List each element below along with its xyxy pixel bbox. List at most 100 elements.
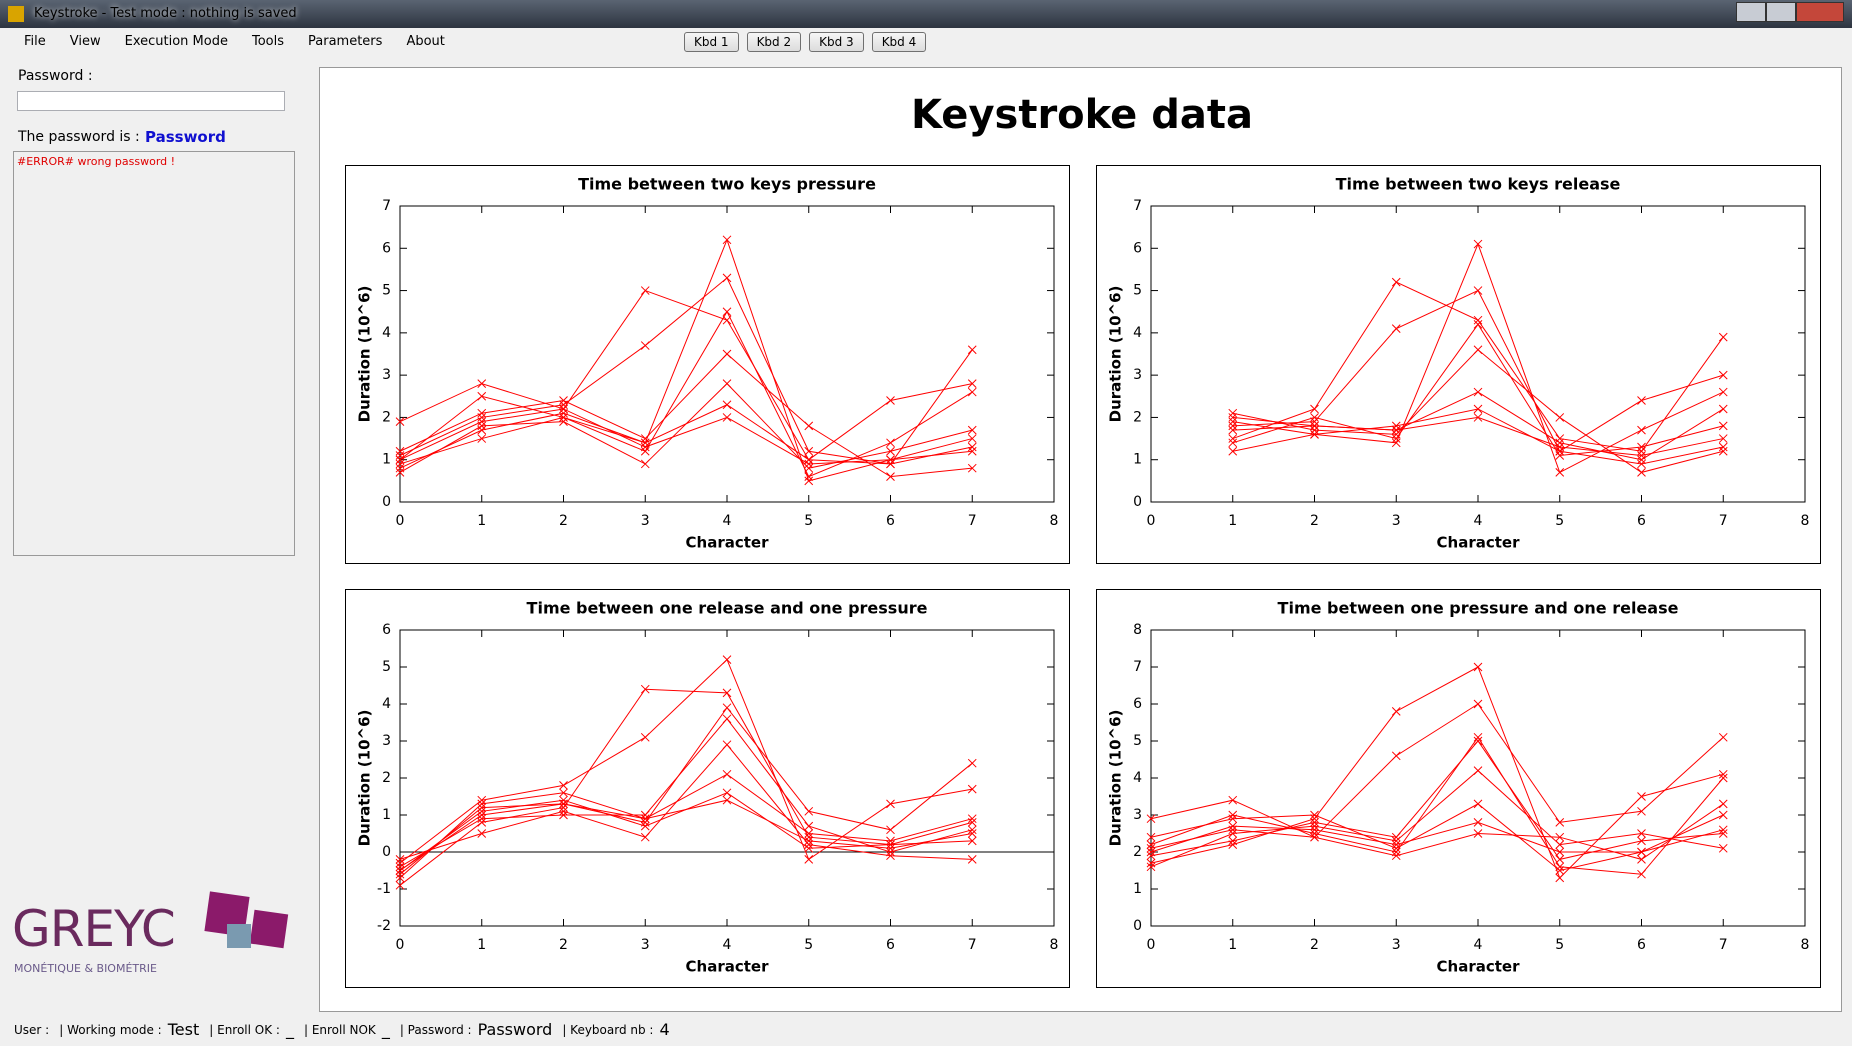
status-label: User : [14, 1022, 50, 1037]
point-marker [1718, 769, 1728, 779]
point-marker [1228, 814, 1238, 824]
x-tick-label: 4 [723, 937, 732, 953]
point-marker [559, 408, 568, 418]
point-marker [722, 740, 732, 750]
point-marker [1718, 332, 1728, 342]
point-marker [967, 463, 977, 473]
point-marker [1718, 404, 1728, 414]
point-marker [1637, 792, 1646, 801]
series-line [1150, 821, 1724, 853]
x-tick-label: 2 [559, 513, 568, 529]
minimize-button[interactable] [1736, 2, 1766, 22]
x-tick-label: 8 [1801, 937, 1810, 953]
point-marker [967, 379, 977, 388]
x-axis-label: Character [1437, 534, 1521, 552]
status-label: | Password : [399, 1022, 472, 1037]
menu-item[interactable]: View [69, 34, 101, 49]
keyboard-button[interactable]: Kbd 3 [809, 32, 864, 52]
series-line [399, 395, 973, 465]
password-value: Password [145, 128, 226, 146]
chart-frame [1096, 589, 1821, 988]
point-marker [559, 396, 568, 405]
keyboard-button[interactable]: Kbd 1 [684, 32, 739, 52]
point-marker [1310, 829, 1319, 838]
point-marker [886, 472, 895, 481]
x-axis-label: Character [686, 534, 770, 552]
point-marker [1228, 438, 1238, 448]
point-marker [1228, 446, 1238, 456]
point-marker [477, 434, 487, 443]
point-marker [1718, 799, 1728, 809]
point-marker [1718, 732, 1728, 742]
point-marker [886, 459, 895, 469]
status-value: 4 [659, 1020, 670, 1039]
point-marker [1718, 773, 1728, 783]
point-marker [559, 417, 568, 427]
point-marker [1718, 825, 1728, 835]
point-marker [395, 417, 405, 427]
x-tick-label: 8 [1801, 513, 1810, 529]
point-marker [477, 421, 487, 431]
point-marker [804, 832, 814, 842]
point-marker [722, 400, 732, 410]
keyboard-button[interactable]: Kbd 4 [871, 32, 927, 52]
point-marker [886, 438, 895, 448]
point-marker [1637, 847, 1646, 857]
point-marker [1146, 843, 1156, 853]
chart-panel: Keystroke data Time between two keys pre… [319, 67, 1842, 1012]
password-is-label: The password is : [18, 129, 140, 145]
password-input[interactable] [17, 91, 285, 111]
menu-item[interactable]: About [406, 34, 445, 49]
point-marker [1718, 442, 1728, 452]
menu-item[interactable]: Tools [251, 34, 285, 49]
close-button[interactable] [1796, 2, 1844, 22]
logo-square [249, 909, 289, 949]
y-tick-label: 2 [382, 409, 391, 425]
x-tick-label: 3 [1392, 937, 1401, 953]
y-tick-label: 6 [1133, 696, 1142, 712]
point-marker [1228, 840, 1238, 849]
y-tick-label: 3 [382, 367, 391, 383]
point-marker [1310, 413, 1319, 422]
window-controls [1736, 2, 1844, 22]
x-tick-label: 7 [968, 513, 977, 529]
point-marker [1555, 468, 1565, 477]
point-marker [886, 455, 895, 465]
x-tick-label: 5 [1555, 513, 1564, 529]
point-marker [1718, 810, 1728, 820]
y-tick-label: 6 [382, 622, 391, 638]
point-marker [1473, 736, 1483, 746]
series-line [399, 310, 973, 478]
y-tick-label: 4 [1133, 770, 1142, 786]
point-marker [1637, 396, 1646, 405]
point-marker [804, 421, 814, 431]
status-bar: User : | Working mode : Test | Enroll OK : _… [0, 1013, 1852, 1046]
chart-frame [1096, 165, 1821, 564]
point-marker [804, 855, 814, 864]
y-tick-label: 0 [1133, 494, 1142, 510]
point-marker [1555, 446, 1565, 456]
menu-item[interactable]: Execution Mode [124, 34, 228, 49]
x-tick-label: 2 [559, 937, 568, 953]
point-marker [477, 803, 487, 812]
status-value: _ [285, 1020, 294, 1039]
point-marker [886, 446, 895, 456]
point-marker [1310, 810, 1319, 820]
point-marker [1637, 455, 1646, 465]
maximize-button[interactable] [1766, 2, 1796, 22]
point-marker [967, 818, 977, 827]
point-marker [640, 459, 650, 469]
menu-item[interactable]: File [24, 34, 46, 49]
keyboard-button[interactable]: Kbd 2 [746, 32, 802, 52]
status-label: | Working mode : [59, 1022, 162, 1037]
x-tick-label: 1 [1228, 937, 1237, 953]
menu-item[interactable]: Parameters [308, 34, 383, 49]
point-marker [1473, 766, 1483, 775]
y-axis-label: Duration (10^6) [356, 286, 374, 423]
point-marker [804, 843, 814, 853]
point-marker [967, 784, 977, 794]
point-marker [967, 825, 977, 835]
point-marker [886, 840, 895, 849]
y-tick-label: 3 [1133, 807, 1142, 823]
point-marker [804, 821, 814, 831]
